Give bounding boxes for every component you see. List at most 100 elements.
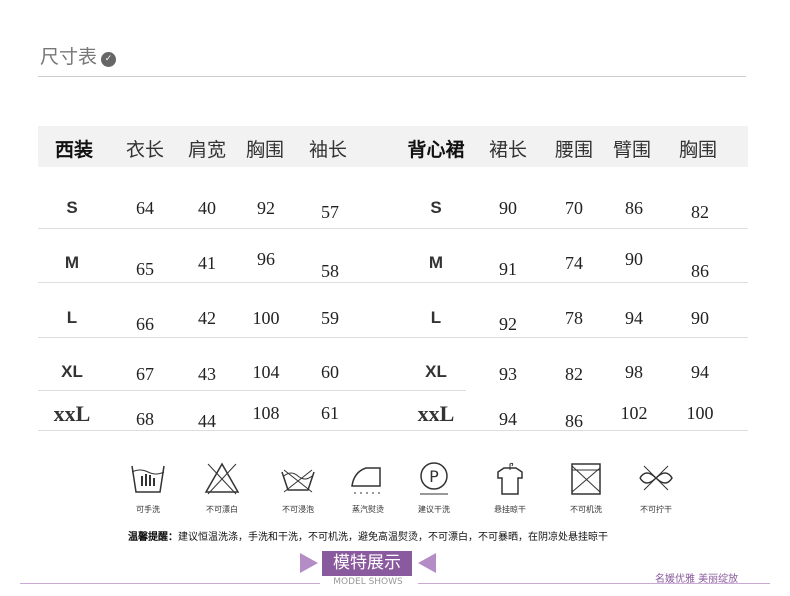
column-header: 裙长 (488, 139, 528, 161)
care-item: 蒸汽熨烫 (343, 460, 393, 515)
table-cell: 93 (499, 364, 517, 384)
table-cell: 94 (625, 308, 643, 328)
care-item: 悬挂晾干 (485, 460, 535, 515)
care-label: 蒸汽熨烫 (352, 505, 384, 514)
section-title: 模特展示 (322, 551, 412, 576)
table-cell: 92 (499, 314, 517, 334)
table-cell: 92 (257, 198, 275, 218)
table-cell: 68 (136, 409, 154, 429)
care-item: 可手洗 (123, 460, 173, 515)
table-cell: 86 (625, 198, 643, 218)
section-subtitle: MODEL SHOWS (333, 577, 403, 587)
care-item: P 建议干洗 (409, 460, 459, 515)
table-cell: 64 (136, 198, 154, 218)
hang-dry-icon (497, 462, 523, 495)
table-cell: 40 (198, 198, 216, 218)
table-cell: 66 (136, 314, 154, 334)
size-label: S (66, 198, 78, 217)
table-header-bar (38, 126, 748, 167)
table-cell: 61 (321, 403, 339, 423)
divider (418, 583, 770, 584)
care-item: 不可浸泡 (273, 460, 323, 515)
care-item: 不可拧干 (631, 460, 681, 515)
svg-text:P: P (429, 467, 439, 486)
table-cell: 57 (321, 202, 339, 222)
size-label: XL (61, 362, 83, 381)
table-cell: 43 (198, 364, 216, 384)
size-label: xxL (417, 401, 455, 426)
column-header: 背心裙 (407, 139, 465, 161)
ribbon-right-icon (418, 553, 436, 573)
table-cell: 65 (136, 259, 154, 279)
size-label: L (430, 308, 442, 327)
table-cell: 70 (565, 198, 583, 218)
row-divider (38, 228, 748, 229)
column-header: 肩宽 (187, 139, 227, 161)
care-label: 建议干洗 (418, 505, 450, 514)
column-header: 西装 (54, 139, 94, 161)
dry-clean-icon: P (420, 462, 448, 495)
table-cell: 96 (257, 249, 275, 269)
table-cell: 94 (499, 409, 517, 429)
divider (38, 76, 746, 77)
table-cell: 42 (198, 308, 216, 328)
size-label: L (66, 308, 78, 327)
table-cell: 82 (691, 202, 709, 222)
row-divider (38, 282, 748, 283)
column-header: 袖长 (308, 139, 348, 161)
table-cell: 59 (321, 308, 339, 328)
table-cell: 78 (565, 308, 583, 328)
table-cell: 86 (565, 411, 583, 431)
table-cell: 90 (625, 249, 643, 269)
page-title: 尺寸表 ✓ (40, 42, 117, 69)
care-label: 不可机洗 (570, 505, 602, 514)
no-bleach-icon (204, 462, 240, 495)
row-divider (38, 430, 748, 431)
table-cell: 98 (625, 362, 643, 382)
no-machine-wash-icon (571, 463, 601, 495)
size-label: M (428, 253, 444, 272)
care-item: 不可机洗 (561, 460, 611, 515)
size-label: S (430, 198, 442, 217)
size-label: M (64, 253, 80, 272)
hand-wash-icon (131, 465, 165, 493)
size-label: xxL (53, 401, 91, 426)
ribbon-left-icon (300, 553, 318, 573)
table-cell: 67 (136, 364, 154, 384)
table-cell: 58 (321, 261, 339, 281)
row-divider (38, 337, 748, 338)
chevron-down-icon[interactable]: ✓ (101, 52, 117, 67)
divider (20, 583, 320, 584)
table-cell: 94 (691, 362, 709, 382)
column-header: 胸围 (245, 139, 285, 161)
steam-iron-icon (351, 467, 381, 494)
care-label: 悬挂晾干 (494, 505, 526, 514)
table-cell: 90 (499, 198, 517, 218)
table-cell: 86 (691, 261, 709, 281)
table-cell: 90 (691, 308, 709, 328)
column-header: 臂围 (612, 139, 652, 161)
size-label: XL (425, 362, 447, 381)
care-label: 不可拧干 (640, 505, 672, 514)
column-header: 衣长 (125, 139, 165, 161)
table-cell: 82 (565, 364, 583, 384)
care-tip: 温馨提醒：建议恒温洗涤，手洗和干洗，不可机洗，避免高温熨烫，不可漂白，不可暴晒，… (128, 532, 608, 543)
table-cell: 60 (321, 362, 339, 382)
no-soak-icon (281, 469, 315, 493)
table-cell: 100 (686, 403, 714, 423)
table-cell: 100 (252, 308, 280, 328)
care-label: 不可漂白 (206, 505, 238, 514)
column-header: 胸围 (678, 139, 718, 161)
no-wring-icon (639, 465, 673, 491)
brand-slogan: 名媛优雅 美丽绽放 (655, 574, 739, 585)
table-cell: 74 (565, 253, 583, 273)
care-label: 可手洗 (136, 505, 160, 514)
table-cell: 44 (198, 411, 216, 431)
table-cell: 102 (620, 403, 648, 423)
column-header: 腰围 (554, 139, 594, 161)
table-cell: 104 (252, 362, 280, 382)
table-cell: 41 (198, 253, 216, 273)
care-item: 不可漂白 (197, 460, 247, 515)
care-label: 不可浸泡 (282, 505, 314, 514)
row-divider (38, 390, 466, 391)
